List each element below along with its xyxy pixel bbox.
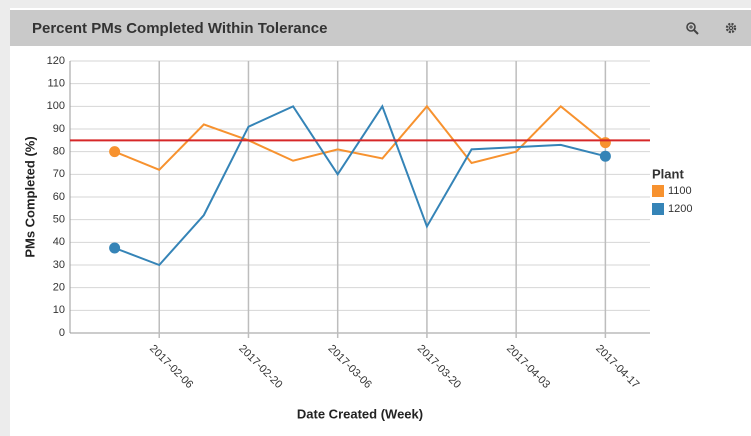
y-tick-label: 40 xyxy=(53,236,65,248)
y-tick-label: 120 xyxy=(47,55,65,67)
settings-icon[interactable] xyxy=(725,22,737,34)
y-tick-label: 20 xyxy=(53,282,65,294)
y-tick-label: 30 xyxy=(53,259,65,271)
legend-label: 1200 xyxy=(668,203,692,215)
top-strip xyxy=(0,0,751,8)
end-marker xyxy=(599,137,611,149)
y-tick-label: 10 xyxy=(53,304,65,316)
series-line xyxy=(114,104,607,171)
left-strip xyxy=(0,0,10,436)
y-tick-label: 60 xyxy=(53,191,65,203)
y-tick-label: 80 xyxy=(53,146,65,158)
y-tick-label: 100 xyxy=(47,100,65,112)
x-axis-title: Date Created (Week) xyxy=(297,406,423,421)
legend-label: 1100 xyxy=(668,185,692,197)
y-tick-label: 90 xyxy=(53,123,65,135)
end-marker xyxy=(599,150,611,162)
y-axis-title: PMs Completed (%) xyxy=(22,136,37,257)
panel-header xyxy=(10,10,751,46)
y-tick-label: 50 xyxy=(53,214,65,226)
legend-swatch xyxy=(652,185,664,197)
legend-title: Plant xyxy=(652,166,684,181)
zoom-icon[interactable] xyxy=(686,22,699,35)
end-marker xyxy=(109,242,121,254)
chart-title: Percent PMs Completed Within Tolerance xyxy=(32,20,327,37)
y-tick-label: 70 xyxy=(53,168,65,180)
y-tick-label: 110 xyxy=(47,78,65,90)
end-marker xyxy=(109,146,121,158)
legend-swatch xyxy=(652,203,664,215)
y-tick-label: 0 xyxy=(59,327,65,339)
